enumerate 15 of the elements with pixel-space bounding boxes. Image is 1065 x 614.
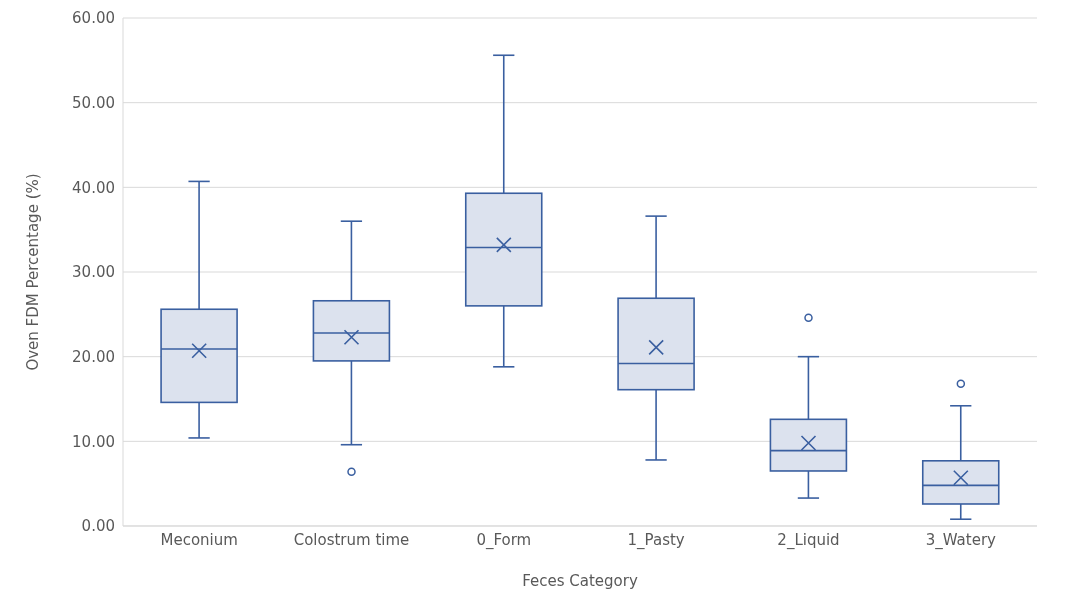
y-tick-label: 0.00 [81,517,115,536]
y-tick-label: 60.00 [72,9,115,28]
x-tick-label: Meconium [160,530,238,549]
x-tick-label: 1_Pasty [627,530,685,550]
x-axis-title: Feces Category [522,572,638,590]
y-tick-label: 10.00 [72,432,115,451]
y-axis-title: Oven FDM Percentage (%) [24,173,43,371]
y-tick-label: 40.00 [72,178,115,197]
x-tick-label: Colostrum time [293,530,410,549]
x-tick-label: 2_Liquid [777,530,840,550]
y-tick-label: 50.00 [72,93,115,112]
x-tick-label: 0_Form [476,530,532,550]
y-tick-label: 30.00 [72,263,115,282]
x-tick-label: 3_Watery [925,530,997,550]
y-tick-label: 20.00 [72,347,115,366]
